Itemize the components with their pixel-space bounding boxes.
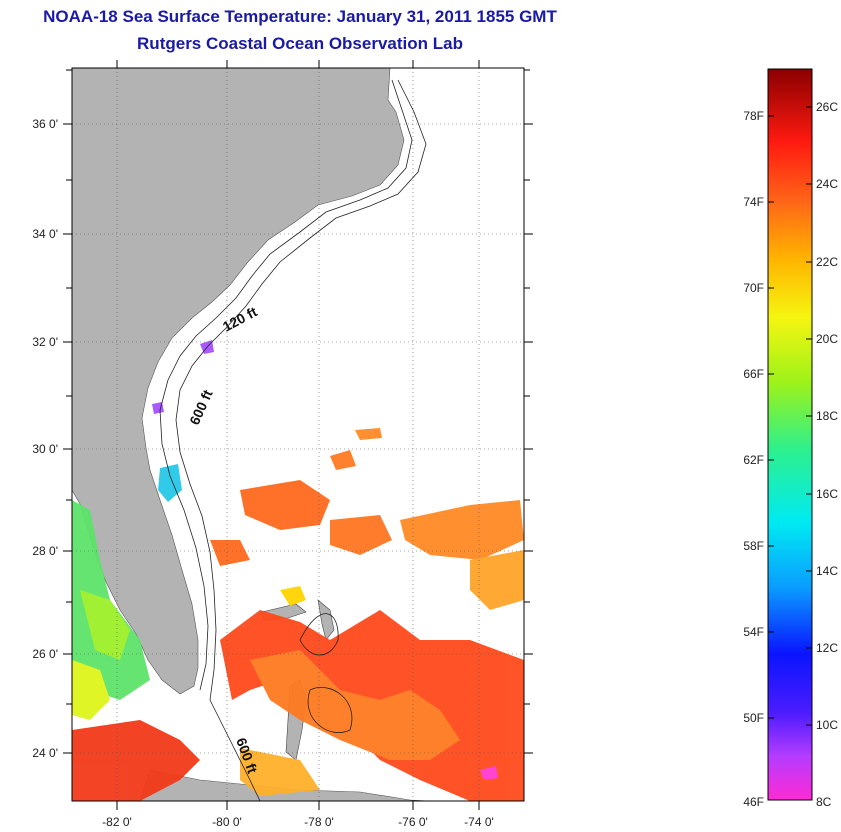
colorbar-label-20c: 20C xyxy=(816,332,838,346)
colorbar-label-22c: 22C xyxy=(816,255,838,269)
lat-label-32: 32 0' xyxy=(32,335,58,349)
tick-marks xyxy=(63,60,533,810)
colorbar-label-78f: 78F xyxy=(743,109,764,123)
colorbar-label-50f: 50F xyxy=(743,711,764,725)
lat-label-24: 24 0' xyxy=(32,746,58,760)
temperature-colorbar xyxy=(767,68,813,801)
colorbar-label-62f: 62F xyxy=(743,453,764,467)
lat-label-26: 26 0' xyxy=(32,647,58,661)
map-subtitle: Rutgers Coastal Ocean Observation Lab xyxy=(137,34,463,53)
depth-contours xyxy=(159,79,427,801)
lon-label-74: -74 0' xyxy=(464,815,494,829)
lon-label-82: -82 0' xyxy=(102,815,132,829)
colorbar-label-74f: 74F xyxy=(743,195,764,209)
colorbar-label-18c: 18C xyxy=(816,409,838,423)
colorbar-label-70f: 70F xyxy=(743,281,764,295)
colorbar-label-54f: 54F xyxy=(743,625,764,639)
lat-label-34: 34 0' xyxy=(32,227,58,241)
sst-patches xyxy=(72,340,524,801)
graticule xyxy=(72,68,524,801)
colorbar-label-14c: 14C xyxy=(816,564,838,578)
lon-label-76: -76 0' xyxy=(398,815,428,829)
colorbar-label-24c: 24C xyxy=(816,177,838,191)
colorbar-label-26c: 26C xyxy=(816,100,838,114)
colorbar-label-58f: 58F xyxy=(743,539,764,553)
map-title: NOAA-18 Sea Surface Temperature: January… xyxy=(43,7,557,26)
colorbar-label-12c: 12C xyxy=(816,641,838,655)
colorbar-label-8c: 8C xyxy=(816,795,832,809)
lat-label-36: 36 0' xyxy=(32,117,58,131)
land-cuba xyxy=(139,769,431,801)
colorbar-label-46f: 46F xyxy=(743,795,764,809)
lon-label-80: -80 0' xyxy=(212,815,242,829)
lat-label-30: 30 0' xyxy=(32,442,58,456)
land-abaco xyxy=(317,599,335,641)
map-frame xyxy=(71,67,525,802)
colorbar-ticks xyxy=(768,106,812,726)
colorbar-label-66f: 66F xyxy=(743,367,764,381)
colorbar-label-16c: 16C xyxy=(816,487,838,501)
land-north-america xyxy=(72,68,405,695)
lon-label-78: -78 0' xyxy=(304,815,334,829)
lat-label-28: 28 0' xyxy=(32,544,58,558)
colorbar-label-10c: 10C xyxy=(816,718,838,732)
map-plot-area: 120 ft 600 ft 600 ft xyxy=(72,68,524,801)
